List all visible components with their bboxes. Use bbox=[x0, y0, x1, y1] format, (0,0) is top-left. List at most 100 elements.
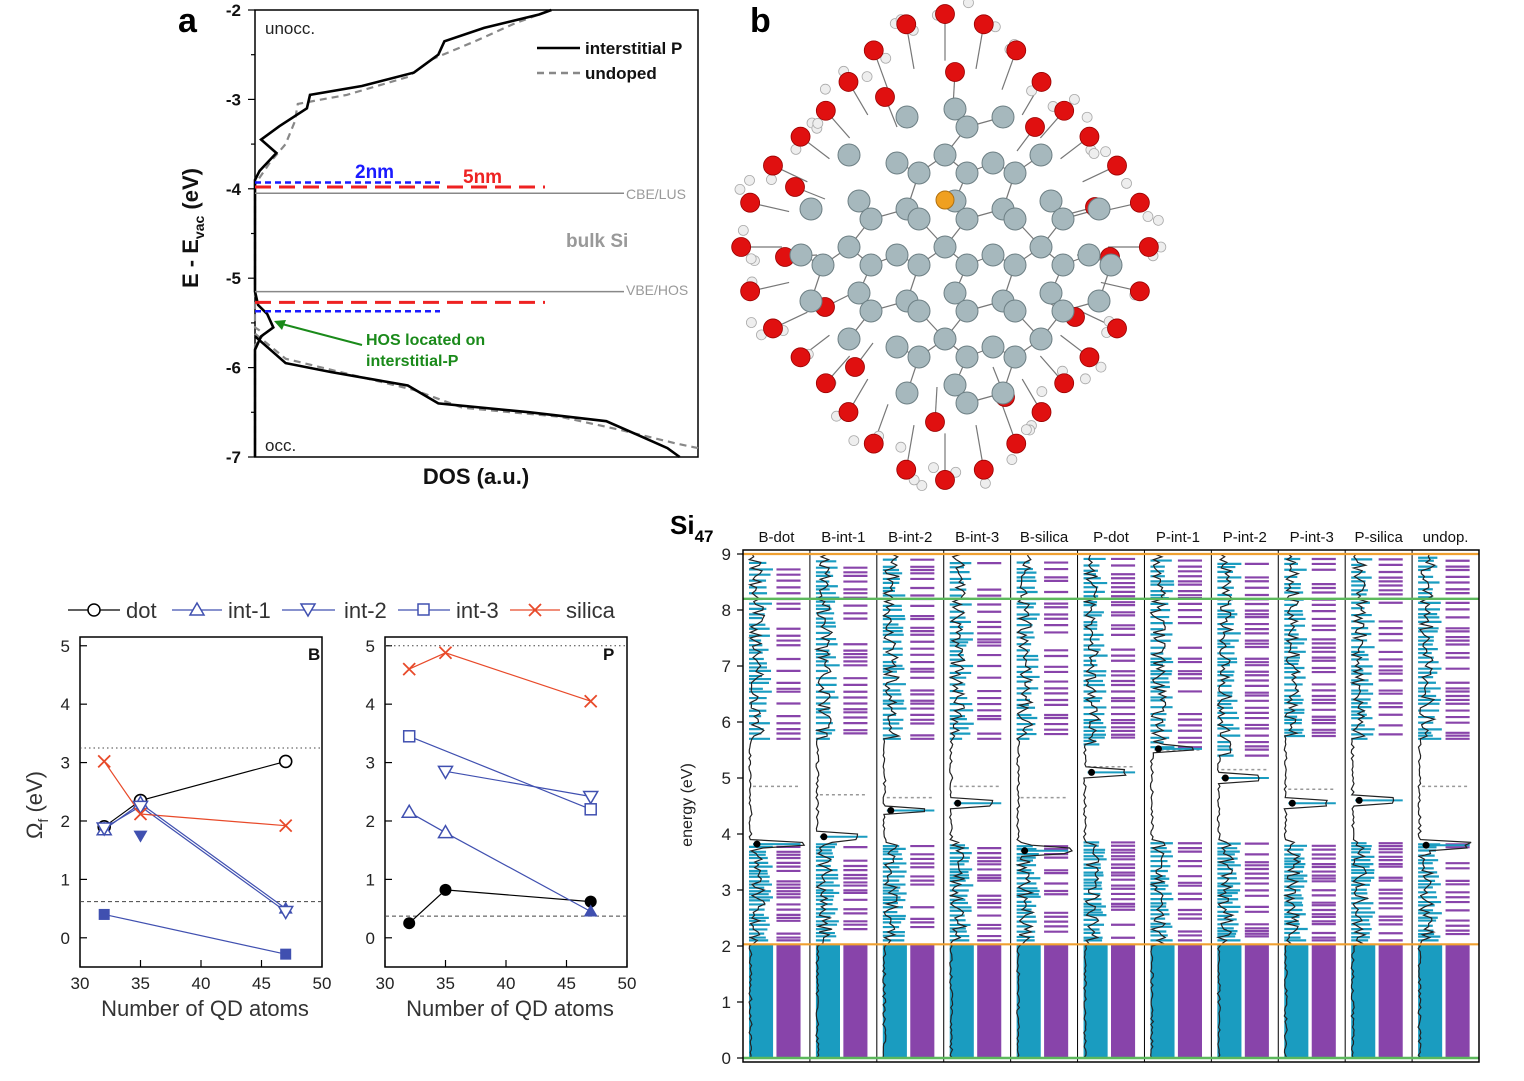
x-tick-label: 45 bbox=[252, 974, 271, 993]
dos-trace bbox=[1417, 553, 1472, 1059]
o-atom bbox=[740, 281, 761, 302]
defect-dot bbox=[1288, 799, 1296, 807]
o-atom bbox=[838, 72, 859, 92]
si-atom bbox=[955, 253, 979, 277]
marker-dot bbox=[584, 895, 597, 908]
si-atom bbox=[847, 189, 871, 213]
si-atom bbox=[1051, 299, 1075, 323]
label-5nm: 5nm bbox=[463, 167, 502, 188]
valence-block-cyan bbox=[1016, 944, 1041, 1058]
valence-block-purple bbox=[1244, 944, 1269, 1058]
o-atom bbox=[1025, 117, 1045, 137]
si-atom bbox=[837, 235, 861, 259]
h-atom bbox=[1152, 214, 1164, 226]
o-atom bbox=[785, 177, 805, 197]
si-atom bbox=[885, 151, 909, 175]
dos-trace bbox=[1015, 553, 1074, 1059]
h-atom bbox=[880, 52, 892, 64]
y-tick-label: 1 bbox=[366, 870, 375, 889]
o-atom bbox=[1031, 72, 1052, 92]
x-tick-label: 30 bbox=[71, 974, 90, 993]
marker-int-1-filled- bbox=[583, 904, 598, 917]
series-line-int-3 bbox=[408, 735, 591, 810]
h-atom bbox=[745, 253, 757, 265]
column-header: P-int-3 bbox=[1290, 529, 1334, 546]
h-atom bbox=[1069, 93, 1080, 105]
series-connector bbox=[140, 802, 287, 910]
si-atom bbox=[837, 143, 861, 167]
valence-block-purple bbox=[1177, 944, 1202, 1058]
energy-yticks: 0 1 2 3 4 5 6 7 8 9 bbox=[722, 545, 743, 1068]
marker-int-2 bbox=[95, 822, 113, 837]
valence-block-cyan bbox=[1083, 944, 1108, 1058]
o-atom bbox=[1079, 347, 1100, 368]
valence-block-purple bbox=[843, 944, 868, 1058]
o-atom bbox=[863, 433, 884, 454]
marker-silica bbox=[584, 694, 598, 708]
series-connector bbox=[445, 832, 591, 913]
vbe-label: VBE/HOS bbox=[626, 282, 688, 298]
dos-trace bbox=[1149, 553, 1195, 1059]
si-atom bbox=[981, 151, 1005, 175]
o-atom bbox=[845, 357, 865, 377]
o-atom bbox=[731, 237, 752, 257]
interstitial-curve bbox=[253, 8, 552, 457]
si-atom bbox=[955, 345, 979, 369]
si-atom bbox=[1003, 253, 1027, 277]
si-atom bbox=[981, 243, 1005, 267]
energy-ytick-label: 1 bbox=[722, 993, 731, 1012]
o-atom bbox=[945, 62, 965, 82]
y-tick-label: 0 bbox=[366, 929, 375, 948]
marker-int-2-filled- bbox=[133, 830, 148, 843]
o-atom bbox=[1031, 402, 1052, 422]
energy-ytick-label: 6 bbox=[722, 713, 731, 732]
h-atom bbox=[1142, 211, 1154, 222]
series-line-dot bbox=[408, 889, 591, 924]
undoped-occ-curve bbox=[254, 332, 699, 450]
series-line-silica bbox=[408, 652, 591, 702]
panel-a-yticks: -2 -3 -4 -5 -6 -7 bbox=[226, 1, 255, 467]
h-atom bbox=[848, 435, 860, 447]
energy-ytick-label: 9 bbox=[722, 545, 731, 564]
panel-a-ytick-label: -6 bbox=[226, 359, 241, 378]
si-atom bbox=[955, 391, 979, 415]
marker-int-2 bbox=[582, 790, 600, 805]
si-atom bbox=[895, 381, 919, 405]
dos-trace bbox=[814, 553, 859, 1059]
omega-ylabel: Ωf (eV) bbox=[22, 771, 51, 839]
h-atom bbox=[1036, 386, 1048, 397]
legend-dot-marker bbox=[87, 603, 101, 617]
series-line-int-2 bbox=[103, 805, 287, 912]
si-atom bbox=[837, 327, 861, 351]
legend-undoped-label: undoped bbox=[585, 64, 657, 83]
series-line-dot bbox=[103, 760, 286, 828]
o-atom bbox=[875, 87, 895, 107]
defect-dot bbox=[753, 840, 761, 848]
dos-trace bbox=[1216, 553, 1260, 1059]
dos-trace bbox=[1082, 553, 1127, 1059]
panel-a: a -2 -3 -4 -5 -6 -7 unocc. occ. interstitial … bbox=[178, 1, 699, 489]
o-atom bbox=[1006, 433, 1027, 454]
valence-block-cyan bbox=[949, 944, 974, 1058]
y-tick-label: 4 bbox=[61, 695, 70, 714]
h-atom bbox=[895, 441, 907, 453]
o-atom bbox=[790, 347, 811, 368]
column-header: B-int-3 bbox=[955, 529, 999, 546]
marker-int-3 bbox=[584, 803, 597, 816]
x-tick-label: 45 bbox=[557, 974, 576, 993]
column-header: P-int-1 bbox=[1156, 529, 1200, 546]
si-atom bbox=[1029, 327, 1053, 351]
o-atom bbox=[1107, 155, 1127, 176]
y-tick-label: 2 bbox=[61, 812, 70, 831]
si-atom bbox=[1039, 189, 1063, 213]
x-tick-label: 35 bbox=[436, 974, 455, 993]
omega-legend: dot int-1 int-2 int-3 silica bbox=[68, 598, 616, 623]
valence-block-purple bbox=[1311, 944, 1336, 1058]
defect-dot bbox=[1355, 796, 1363, 804]
x-tick-label: 35 bbox=[131, 974, 150, 993]
valence-block-purple bbox=[776, 944, 801, 1058]
x-tick-label: 50 bbox=[313, 974, 332, 993]
marker-dot bbox=[439, 883, 452, 896]
energy-ytick-label: 7 bbox=[722, 657, 731, 676]
